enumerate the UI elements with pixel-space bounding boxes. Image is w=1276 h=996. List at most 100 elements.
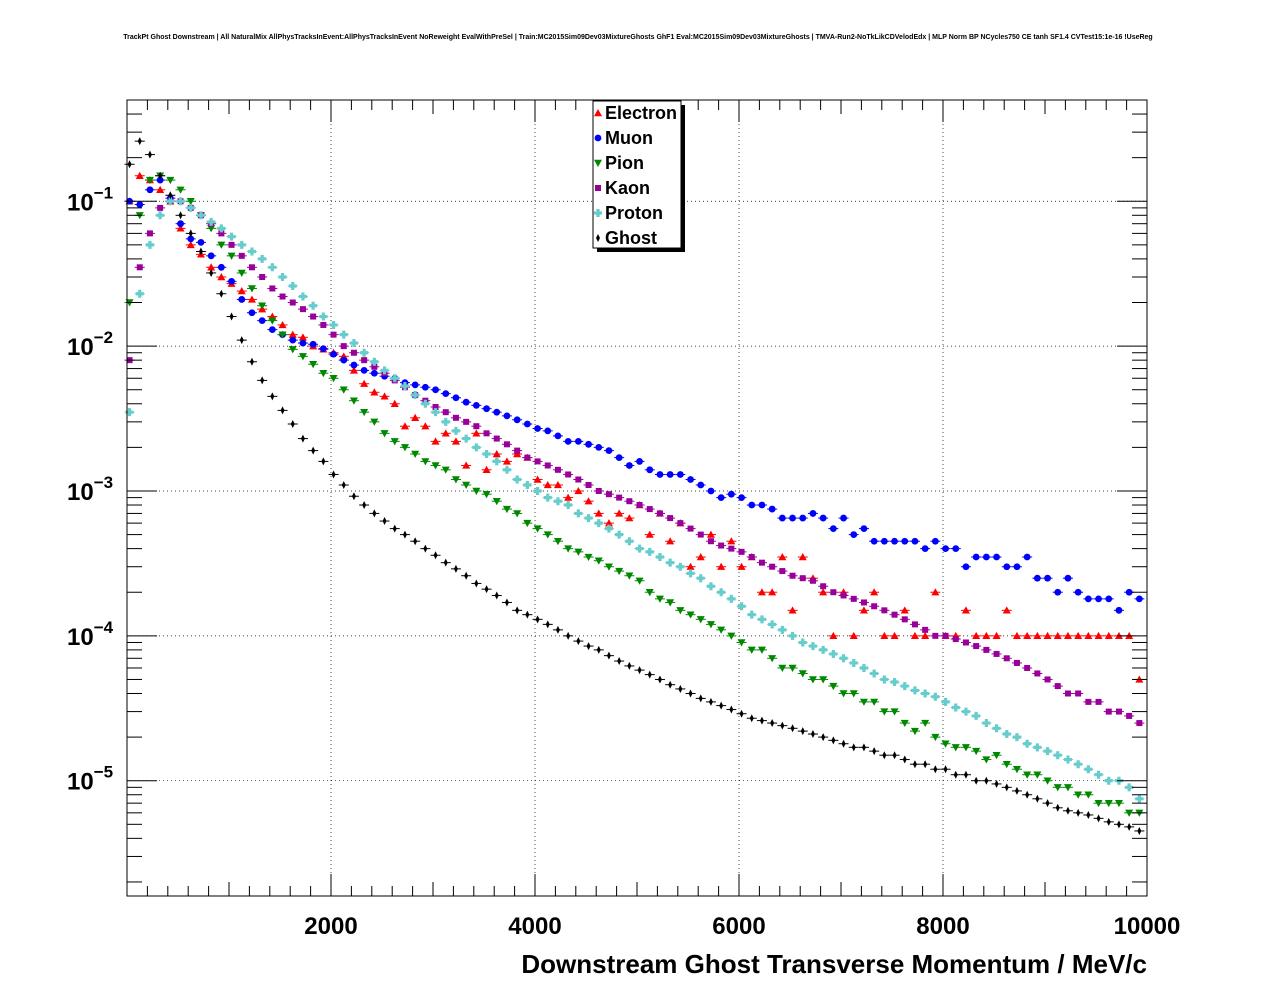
data-point	[849, 690, 858, 698]
data-point	[596, 645, 601, 654]
data-point	[492, 450, 501, 458]
data-point	[441, 466, 450, 474]
data-point	[472, 401, 480, 409]
data-point	[390, 438, 399, 446]
data-point	[217, 241, 226, 249]
data-point	[1034, 670, 1041, 677]
data-point	[982, 756, 991, 764]
data-point	[790, 724, 795, 733]
data-point	[340, 343, 347, 350]
data-point	[350, 349, 357, 356]
data-point	[627, 661, 632, 670]
data-point	[595, 443, 603, 451]
data-point	[738, 548, 745, 555]
data-point	[1043, 631, 1052, 640]
data-point	[166, 176, 175, 185]
ghost-series	[124, 137, 1145, 835]
data-point	[402, 530, 407, 539]
data-point	[1104, 631, 1113, 640]
data-point	[147, 150, 152, 159]
data-point	[687, 476, 694, 483]
data-point	[351, 492, 356, 501]
data-point	[798, 638, 807, 647]
data-point	[1044, 574, 1051, 582]
data-point	[1135, 595, 1143, 603]
data-point	[800, 727, 805, 736]
data-point	[891, 611, 898, 618]
data-point	[280, 406, 285, 415]
data-point	[136, 264, 143, 271]
data-point	[197, 238, 205, 246]
data-point	[543, 531, 552, 539]
data-point	[340, 356, 348, 364]
data-point	[696, 574, 705, 583]
data-point	[217, 224, 226, 233]
data-point	[462, 434, 471, 443]
data-point	[1024, 664, 1031, 671]
data-point	[821, 733, 826, 742]
data-point	[544, 462, 551, 469]
data-point	[768, 588, 777, 596]
data-point	[168, 191, 173, 200]
data-point	[635, 544, 644, 553]
data-point	[278, 320, 287, 329]
data-point	[1013, 659, 1020, 666]
data-point	[1094, 799, 1103, 808]
data-point	[1035, 794, 1040, 803]
data-point	[961, 606, 970, 614]
data-point	[1003, 655, 1010, 662]
data-point	[1003, 563, 1011, 571]
data-point	[1033, 771, 1042, 779]
data-point	[310, 313, 317, 320]
data-point	[309, 301, 318, 310]
data-point	[696, 553, 705, 561]
data-point	[860, 599, 867, 606]
data-point	[217, 273, 226, 281]
data-point	[145, 240, 154, 249]
data-point	[594, 519, 603, 528]
data-point	[941, 697, 950, 706]
data-point	[494, 591, 499, 600]
data-point	[687, 525, 694, 532]
data-point	[515, 606, 520, 615]
data-point	[1063, 784, 1072, 792]
data-point	[329, 375, 338, 383]
data-point	[1055, 803, 1060, 812]
data-point	[729, 705, 734, 714]
data-point	[156, 185, 165, 193]
data-point	[809, 510, 817, 517]
data-point	[431, 437, 440, 445]
data-point	[525, 610, 530, 619]
data-point	[890, 631, 899, 640]
data-point	[270, 392, 275, 401]
data-point	[880, 675, 889, 684]
data-point	[892, 751, 897, 760]
legend-label: Pion	[605, 153, 644, 173]
data-point	[707, 538, 714, 545]
data-point	[880, 537, 888, 545]
data-point	[922, 626, 929, 633]
x-tick-label: 10000	[1114, 913, 1181, 940]
data-point	[298, 353, 307, 361]
data-point	[697, 531, 704, 538]
data-point	[769, 563, 776, 570]
data-point	[859, 663, 868, 672]
data-point	[574, 437, 582, 445]
x-tick-label: 6000	[712, 913, 765, 940]
data-point	[248, 309, 256, 317]
data-point	[910, 727, 919, 736]
data-point	[831, 736, 836, 745]
data-point	[258, 317, 266, 325]
data-point	[1033, 743, 1042, 752]
data-point	[961, 707, 970, 716]
data-point	[789, 572, 796, 579]
data-point	[992, 631, 1001, 640]
data-point	[534, 458, 541, 465]
data-point	[1023, 631, 1032, 640]
data-point	[982, 719, 991, 728]
data-point	[553, 497, 562, 506]
data-point	[1086, 810, 1091, 819]
data-point	[1095, 595, 1102, 603]
data-point	[207, 263, 216, 271]
data-point	[289, 336, 297, 344]
